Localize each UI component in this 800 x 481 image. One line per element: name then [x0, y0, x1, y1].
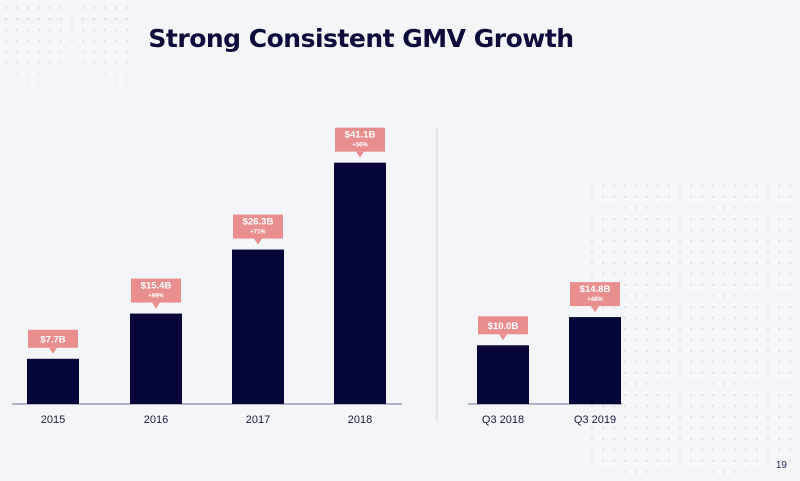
page-number: 19 [775, 460, 787, 471]
callout-pointer [49, 347, 57, 354]
bar-2015 [27, 358, 79, 404]
growth-label: +71% [250, 230, 266, 236]
bar-q3-2019 [569, 317, 621, 404]
growth-label: +56% [352, 143, 368, 149]
callout-pointer [499, 334, 507, 341]
growth-label: +48% [587, 297, 603, 303]
callout-pointer [591, 306, 599, 313]
annual-gmv-chart: 2015 $7.7B 2016 $15.4B +99% 2017 $26.3B +71% 201… [12, 127, 402, 426]
tick-label: 2017 [246, 414, 270, 426]
tick-label: 2016 [144, 414, 168, 426]
data-label: $26.3B [243, 217, 274, 228]
data-label: $15.4B [141, 281, 172, 292]
tick-label: Q3 2019 [574, 414, 616, 426]
callout-box [28, 329, 78, 348]
tick-label: Q3 2018 [482, 414, 524, 426]
growth-label: +99% [148, 294, 164, 300]
callout-box [570, 282, 620, 307]
page-title: Strong Consistent GMV Growth [148, 24, 574, 53]
quarterly-gmv-chart: Q3 2018 $10.0B Q3 2019 $14.8B +48% [468, 282, 622, 426]
callout-box [335, 127, 385, 152]
tick-label: 2015 [41, 414, 65, 426]
callout-pointer [152, 302, 160, 309]
tick-label: 2018 [348, 414, 372, 426]
callout-box [478, 316, 528, 335]
data-label: $41.1B [345, 130, 376, 141]
callout-box [233, 214, 283, 239]
callout-box [131, 278, 181, 303]
callout-pointer [356, 151, 364, 158]
callout-pointer [254, 238, 262, 245]
data-label: $14.8B [580, 284, 611, 295]
bar-2016 [130, 313, 182, 404]
bar-2018 [334, 162, 386, 404]
bar-q3-2018 [477, 345, 529, 404]
data-label: $7.7B [40, 334, 65, 345]
data-label: $10.0B [488, 321, 519, 332]
bar-2017 [232, 249, 284, 404]
